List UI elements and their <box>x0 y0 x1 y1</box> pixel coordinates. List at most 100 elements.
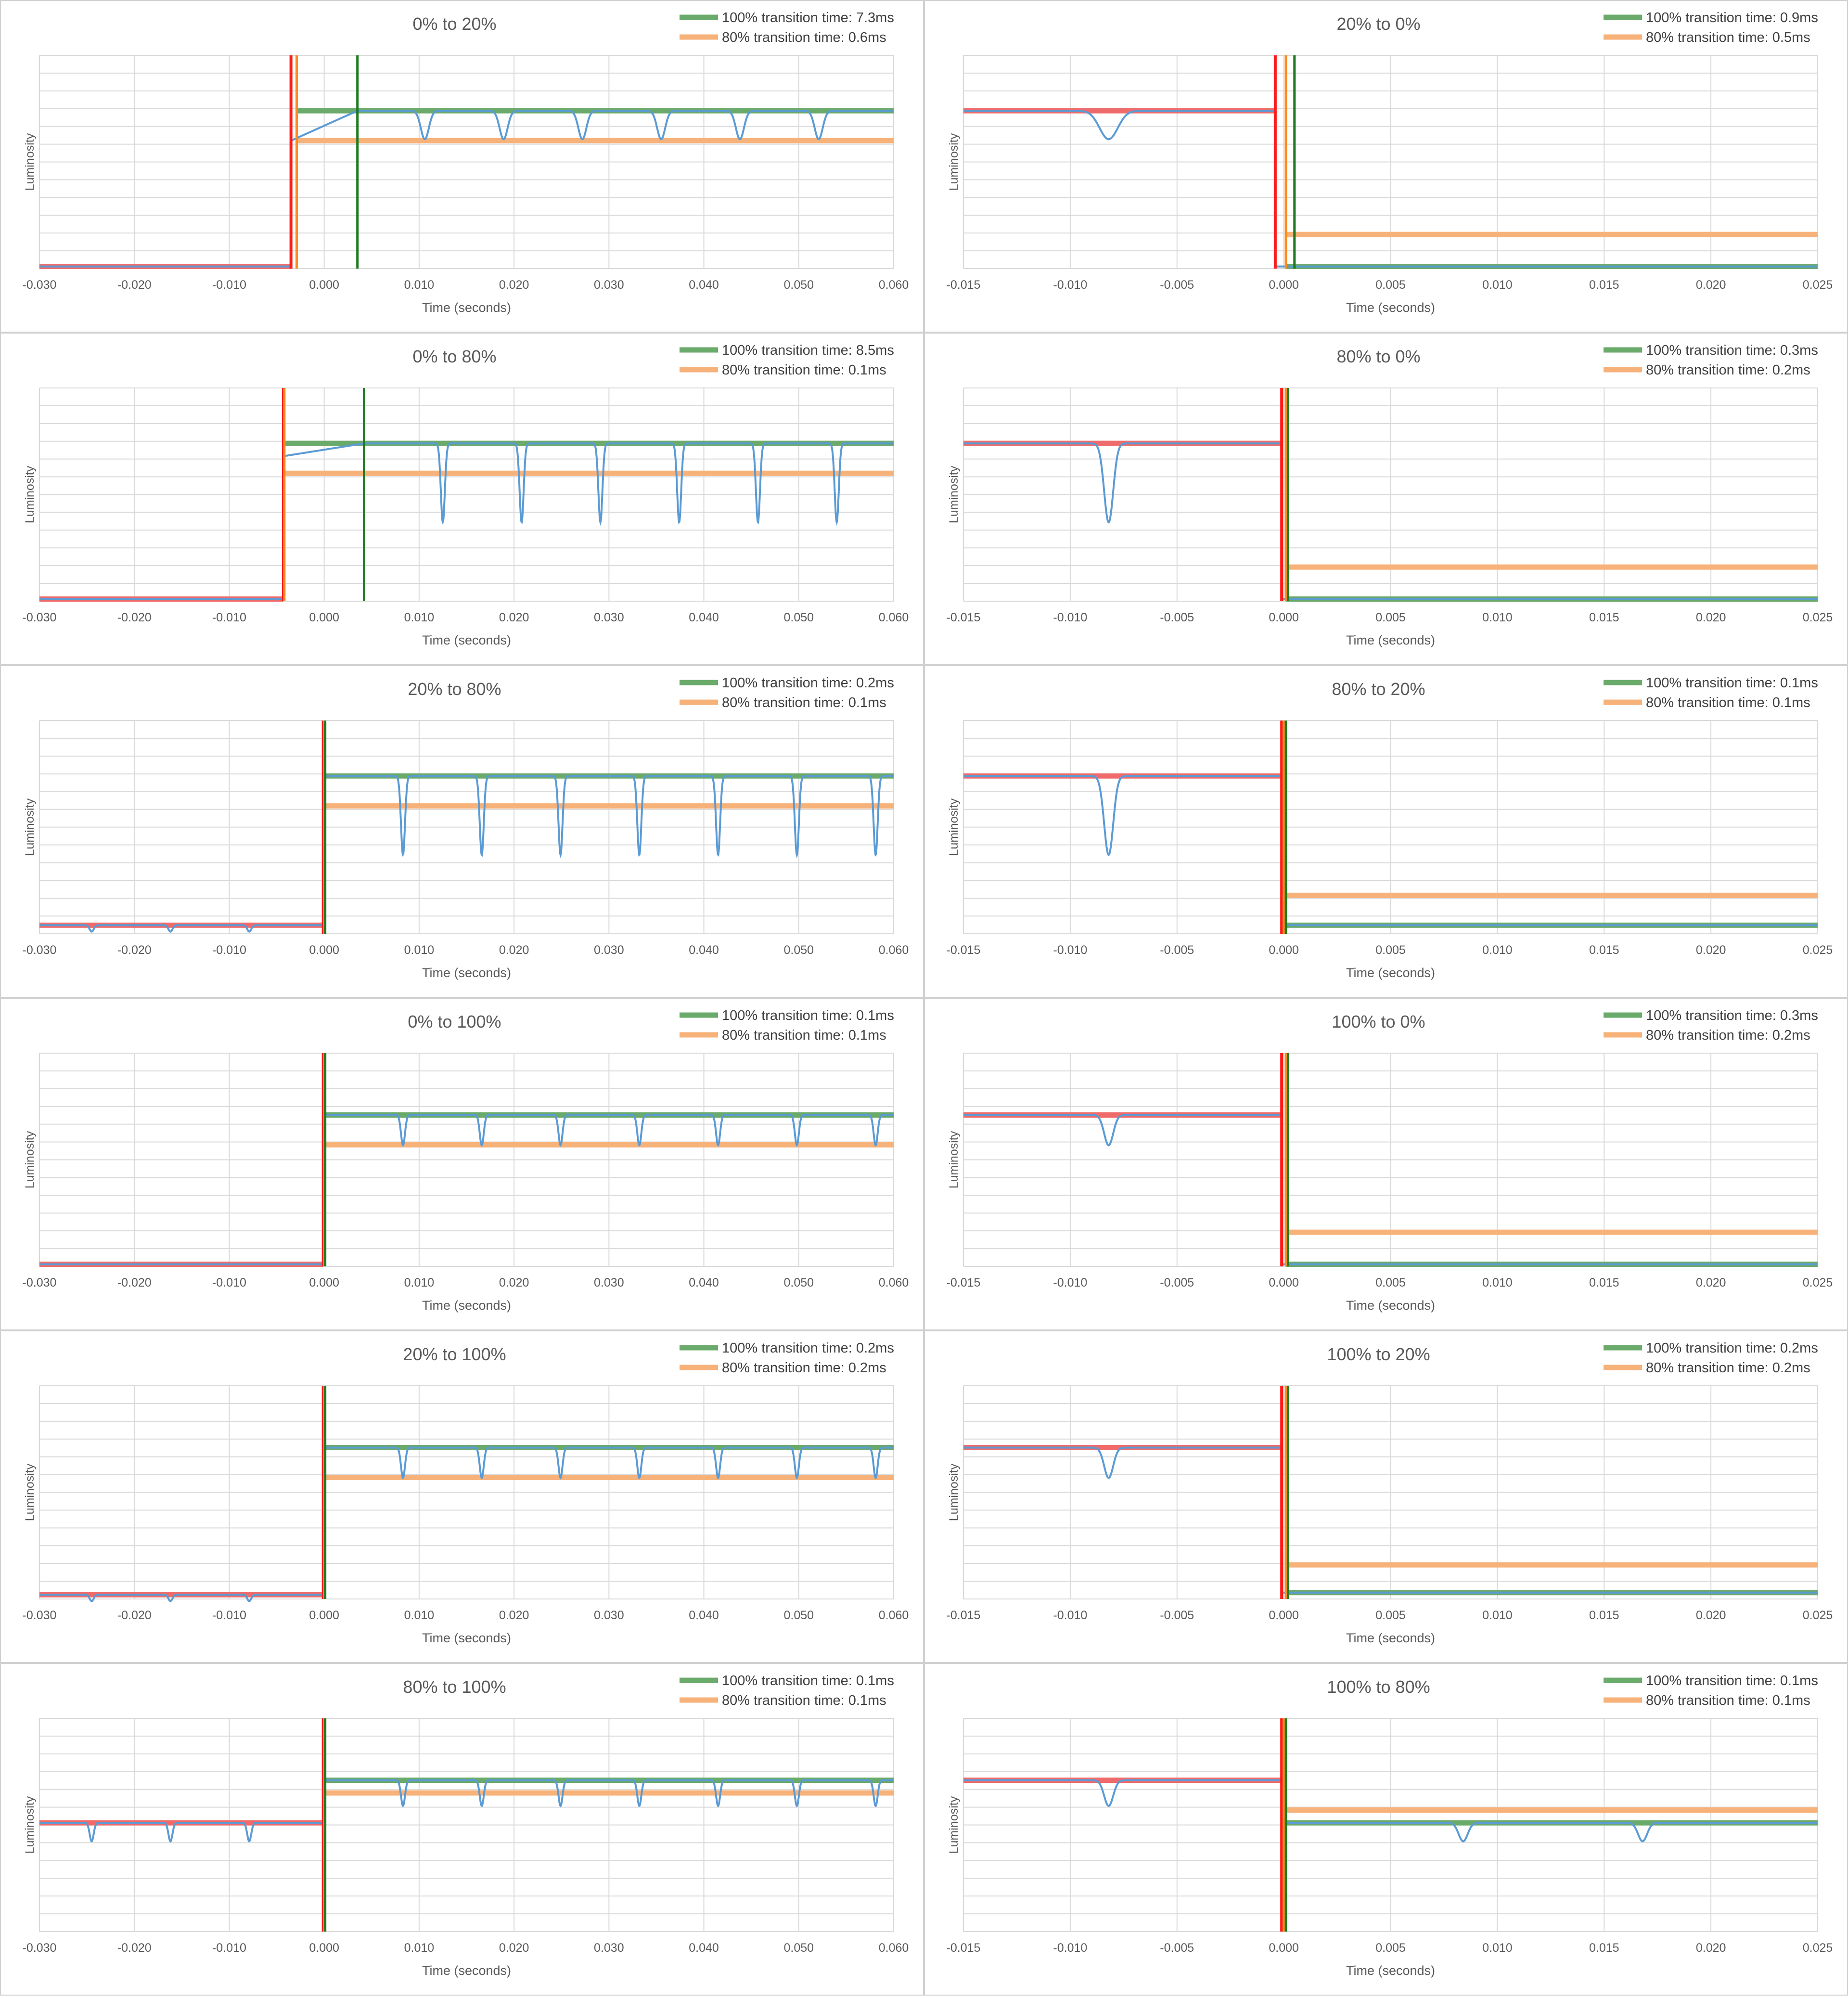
legend-entry: 80% transition time: 0.2ms <box>722 1360 886 1376</box>
x-tick-label: 0.020 <box>499 611 529 624</box>
luminosity-series-line <box>963 1114 1818 1265</box>
luminosity-series-line <box>39 442 894 600</box>
chart-title: 80% to 20% <box>1332 679 1425 699</box>
luminosity-series-line <box>963 775 1818 927</box>
x-tick-label: 0.015 <box>1589 611 1619 624</box>
x-axis-label: Time (seconds) <box>422 1963 511 1978</box>
chart-svg: 0% to 100% 100% transition time: 0.1ms 80%… <box>23 1008 909 1313</box>
y-axis-label: Luminosity <box>23 465 37 523</box>
legend-entry: 80% transition time: 0.1ms <box>722 1028 886 1043</box>
x-tick-label: 0.040 <box>689 1276 719 1289</box>
x-tick-label: 0.000 <box>1269 1609 1299 1622</box>
x-tick-label: 0.025 <box>1803 943 1833 957</box>
x-tick-label: 0.020 <box>1696 1941 1726 1955</box>
y-axis-label: Luminosity <box>23 1796 37 1854</box>
luminosity-series-line <box>963 1779 1818 1843</box>
x-tick-label: -0.030 <box>23 1276 57 1289</box>
x-tick-label: 0.010 <box>1482 611 1513 624</box>
x-tick-label: -0.005 <box>1160 278 1194 292</box>
chart-panel: 100% to 20% 100% transition time: 0.2ms 80… <box>924 1330 1848 1663</box>
x-tick-label: 0.030 <box>594 943 624 957</box>
x-tick-label: 0.020 <box>1696 611 1726 624</box>
chart-svg: 0% to 80% 100% transition time: 8.5ms 80% … <box>23 343 909 647</box>
legend-entry: 100% transition time: 0.1ms <box>722 1673 894 1689</box>
chart-title: 80% to 0% <box>1336 347 1420 366</box>
x-tick-label: -0.020 <box>117 1276 152 1289</box>
x-tick-label: 0.025 <box>1803 1276 1833 1289</box>
x-tick-label: 0.015 <box>1589 943 1619 957</box>
chart-svg: 100% to 0% 100% transition time: 0.3ms 80%… <box>947 1008 1833 1313</box>
x-tick-label: 0.030 <box>594 1941 624 1955</box>
x-tick-label: -0.015 <box>947 943 981 957</box>
y-axis-label: Luminosity <box>947 133 961 191</box>
chart-panel: 80% to 100% 100% transition time: 0.1ms 80… <box>0 1663 924 1996</box>
x-tick-label: -0.030 <box>23 1941 57 1955</box>
x-tick-label: -0.015 <box>947 1609 981 1622</box>
x-tick-label: -0.010 <box>212 1609 246 1622</box>
x-tick-label: -0.010 <box>1053 1941 1087 1955</box>
x-tick-label: -0.030 <box>23 1609 57 1622</box>
legend-entry: 100% transition time: 8.5ms <box>722 343 894 358</box>
chart-svg: 80% to 20% 100% transition time: 0.1ms 80%… <box>947 675 1833 980</box>
x-tick-label: -0.010 <box>212 278 246 292</box>
luminosity-series-line <box>39 1779 894 1843</box>
x-tick-label: 0.025 <box>1803 1609 1833 1622</box>
x-tick-label: 0.060 <box>879 278 909 292</box>
x-tick-label: -0.020 <box>117 278 152 292</box>
chart-panel: 20% to 80% 100% transition time: 0.2ms 80%… <box>0 665 924 998</box>
luminosity-series-line <box>963 110 1818 268</box>
x-tick-label: -0.015 <box>947 1276 981 1289</box>
chart-title: 100% to 80% <box>1327 1677 1430 1697</box>
x-tick-label: 0.020 <box>1696 1276 1726 1289</box>
chart-panel: 20% to 0% 100% transition time: 0.9ms 80% … <box>924 0 1848 333</box>
legend-entry: 80% transition time: 0.2ms <box>1646 362 1810 378</box>
chart-title: 0% to 80% <box>412 347 496 366</box>
legend-entry: 80% transition time: 0.1ms <box>1646 695 1810 710</box>
x-tick-label: 0.010 <box>1482 1609 1513 1622</box>
x-tick-label: 0.010 <box>1482 1276 1513 1289</box>
x-tick-label: 0.025 <box>1803 611 1833 624</box>
x-tick-label: 0.060 <box>879 943 909 957</box>
chart-panel: 100% to 80% 100% transition time: 0.1ms 80… <box>924 1663 1848 1996</box>
x-tick-label: 0.040 <box>689 943 719 957</box>
x-tick-label: -0.020 <box>117 611 152 624</box>
legend-entry: 100% transition time: 0.2ms <box>722 1341 894 1356</box>
x-tick-label: 0.020 <box>499 278 529 292</box>
x-tick-label: -0.010 <box>1053 278 1087 292</box>
x-tick-label: 0.020 <box>499 1276 529 1289</box>
x-tick-label: 0.010 <box>404 1941 435 1955</box>
x-tick-label: 0.000 <box>309 943 339 957</box>
chart-title: 20% to 0% <box>1336 14 1420 34</box>
x-tick-label: -0.010 <box>212 1941 246 1955</box>
legend-entry: 100% transition time: 0.1ms <box>1646 1673 1818 1689</box>
legend-entry: 100% transition time: 0.2ms <box>1646 1341 1818 1356</box>
x-tick-label: -0.010 <box>1053 611 1087 624</box>
chart-svg: 100% to 20% 100% transition time: 0.2ms 80… <box>947 1341 1833 1645</box>
x-tick-label: 0.030 <box>594 611 624 624</box>
x-axis-label: Time (seconds) <box>1346 300 1435 315</box>
x-tick-label: 0.010 <box>404 1609 435 1622</box>
x-tick-label: 0.060 <box>879 611 909 624</box>
x-tick-label: 0.005 <box>1375 943 1406 957</box>
y-axis-label: Luminosity <box>947 1796 961 1854</box>
chart-svg: 20% to 0% 100% transition time: 0.9ms 80% … <box>947 10 1833 315</box>
chart-panel: 20% to 100% 100% transition time: 0.2ms 80… <box>0 1330 924 1663</box>
x-tick-label: 0.005 <box>1375 1276 1406 1289</box>
x-tick-label: 0.040 <box>689 278 719 292</box>
luminosity-series-line <box>39 109 894 268</box>
x-tick-label: -0.010 <box>212 1276 246 1289</box>
luminosity-series-line <box>39 775 894 933</box>
x-tick-label: -0.020 <box>117 1941 152 1955</box>
legend-entry: 100% transition time: 0.1ms <box>1646 675 1818 691</box>
x-tick-label: 0.010 <box>404 278 435 292</box>
chart-panel: 0% to 100% 100% transition time: 0.1ms 80%… <box>0 998 924 1330</box>
x-tick-label: 0.050 <box>783 1941 814 1955</box>
x-tick-label: 0.000 <box>1269 611 1299 624</box>
x-tick-label: 0.050 <box>783 1609 814 1622</box>
x-tick-label: 0.020 <box>499 1941 529 1955</box>
x-tick-label: 0.010 <box>404 611 435 624</box>
x-tick-label: -0.030 <box>23 943 57 957</box>
chart-panel: 80% to 0% 100% transition time: 0.3ms 80% … <box>924 333 1848 665</box>
x-axis-label: Time (seconds) <box>422 300 511 315</box>
x-tick-label: 0.005 <box>1375 611 1406 624</box>
